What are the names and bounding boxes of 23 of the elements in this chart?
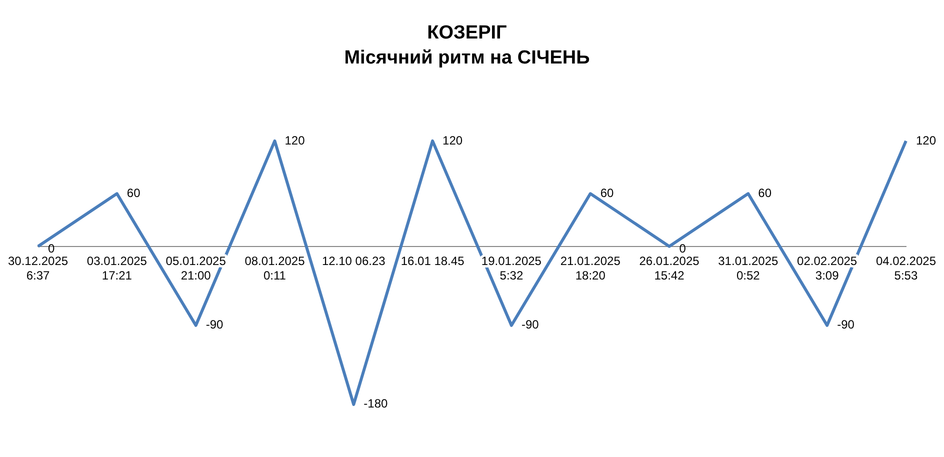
chart-subtitle: Місячний ритм на СІЧЕНЬ: [344, 47, 590, 68]
data-label: 120: [284, 133, 306, 148]
x-tick-label: 26.01.2025 15:42: [639, 254, 700, 282]
data-label: 0: [679, 242, 686, 256]
x-tick-label: 31.01.2025 0:52: [718, 254, 779, 282]
data-label: 120: [916, 133, 936, 148]
x-tick-label: 12.10 06.23: [322, 254, 386, 268]
x-tick-label: 16.01 18.45: [400, 254, 465, 268]
data-label: 60: [600, 186, 614, 200]
x-tick-label: 04.02.2025 5:53: [876, 254, 936, 282]
data-label: -90: [837, 318, 855, 332]
chart-title: КОЗЕРІГ: [427, 22, 508, 44]
x-tick-label: 21.01.2025 18:20: [560, 254, 621, 282]
data-label: 120: [442, 133, 463, 148]
data-label: 60: [758, 186, 772, 200]
x-tick-label: 08.01.2025 0:11: [244, 254, 306, 282]
x-tick-label: 30.12.2025 6:37: [8, 254, 68, 282]
data-label: 0: [48, 242, 56, 256]
data-label: -180: [364, 396, 388, 411]
x-tick-label: 03.01.2025 17:21: [86, 254, 148, 282]
data-label: -90: [521, 318, 540, 332]
data-label: 60: [126, 186, 141, 200]
data-label: -90: [206, 318, 224, 332]
